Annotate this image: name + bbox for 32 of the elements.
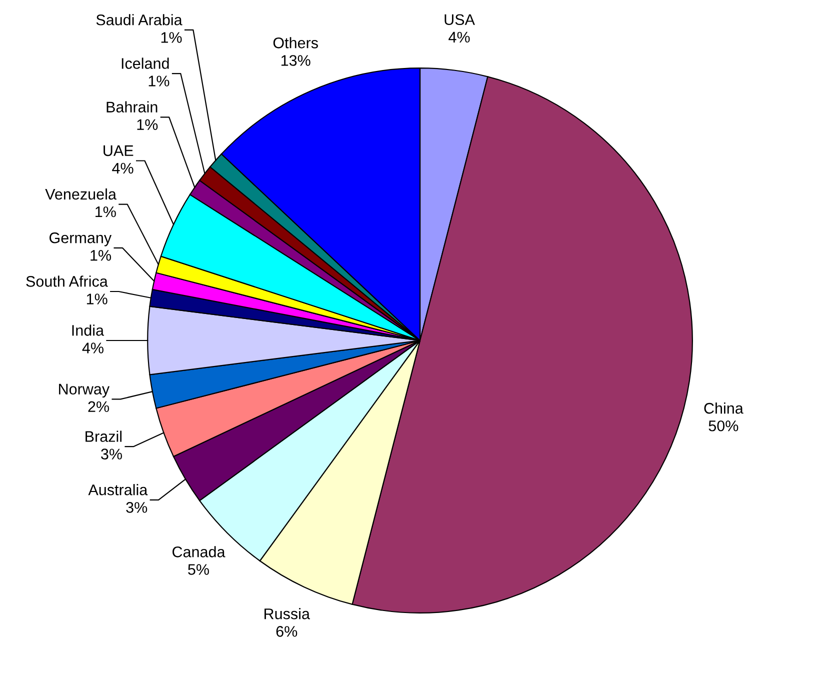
slice-label: South Africa bbox=[26, 276, 108, 287]
data-label: 1% bbox=[137, 119, 158, 130]
data-label: 1% bbox=[90, 250, 112, 261]
slice-label: Canada bbox=[172, 546, 226, 558]
slice-label: USA bbox=[444, 14, 475, 26]
slice-label: Others bbox=[273, 37, 318, 48]
data-label: 5% bbox=[188, 564, 209, 575]
slice-label: India bbox=[72, 324, 104, 336]
slice-label: Norway bbox=[59, 384, 110, 398]
slice-label: China bbox=[704, 402, 744, 414]
slice-label: Germany bbox=[50, 232, 112, 246]
data-label: 1% bbox=[96, 206, 116, 218]
data-label: 50% bbox=[708, 420, 738, 432]
data-label: 4% bbox=[112, 162, 134, 174]
data-label: 4% bbox=[448, 32, 470, 43]
data-label: 3% bbox=[101, 448, 122, 460]
slice-label: Brazil bbox=[86, 430, 122, 442]
slice-label: Bahrain bbox=[106, 101, 158, 112]
data-label: 1% bbox=[86, 294, 108, 304]
data-label: 4% bbox=[82, 342, 104, 354]
data-label: 1% bbox=[148, 76, 170, 86]
slice-label: Australia bbox=[88, 484, 148, 496]
data-label: 1% bbox=[161, 32, 182, 43]
data-label: 3% bbox=[126, 502, 148, 513]
data-label: 2% bbox=[88, 401, 110, 412]
data-label: 13% bbox=[281, 55, 310, 66]
data-label: 6% bbox=[276, 626, 298, 637]
slice-label: Venezuela bbox=[45, 188, 116, 200]
slice-label: Russia bbox=[264, 608, 310, 620]
slice-label: UAE bbox=[104, 145, 134, 156]
slice-label: Saudi Arabia bbox=[96, 14, 182, 26]
slice-label: Iceland bbox=[122, 58, 169, 69]
